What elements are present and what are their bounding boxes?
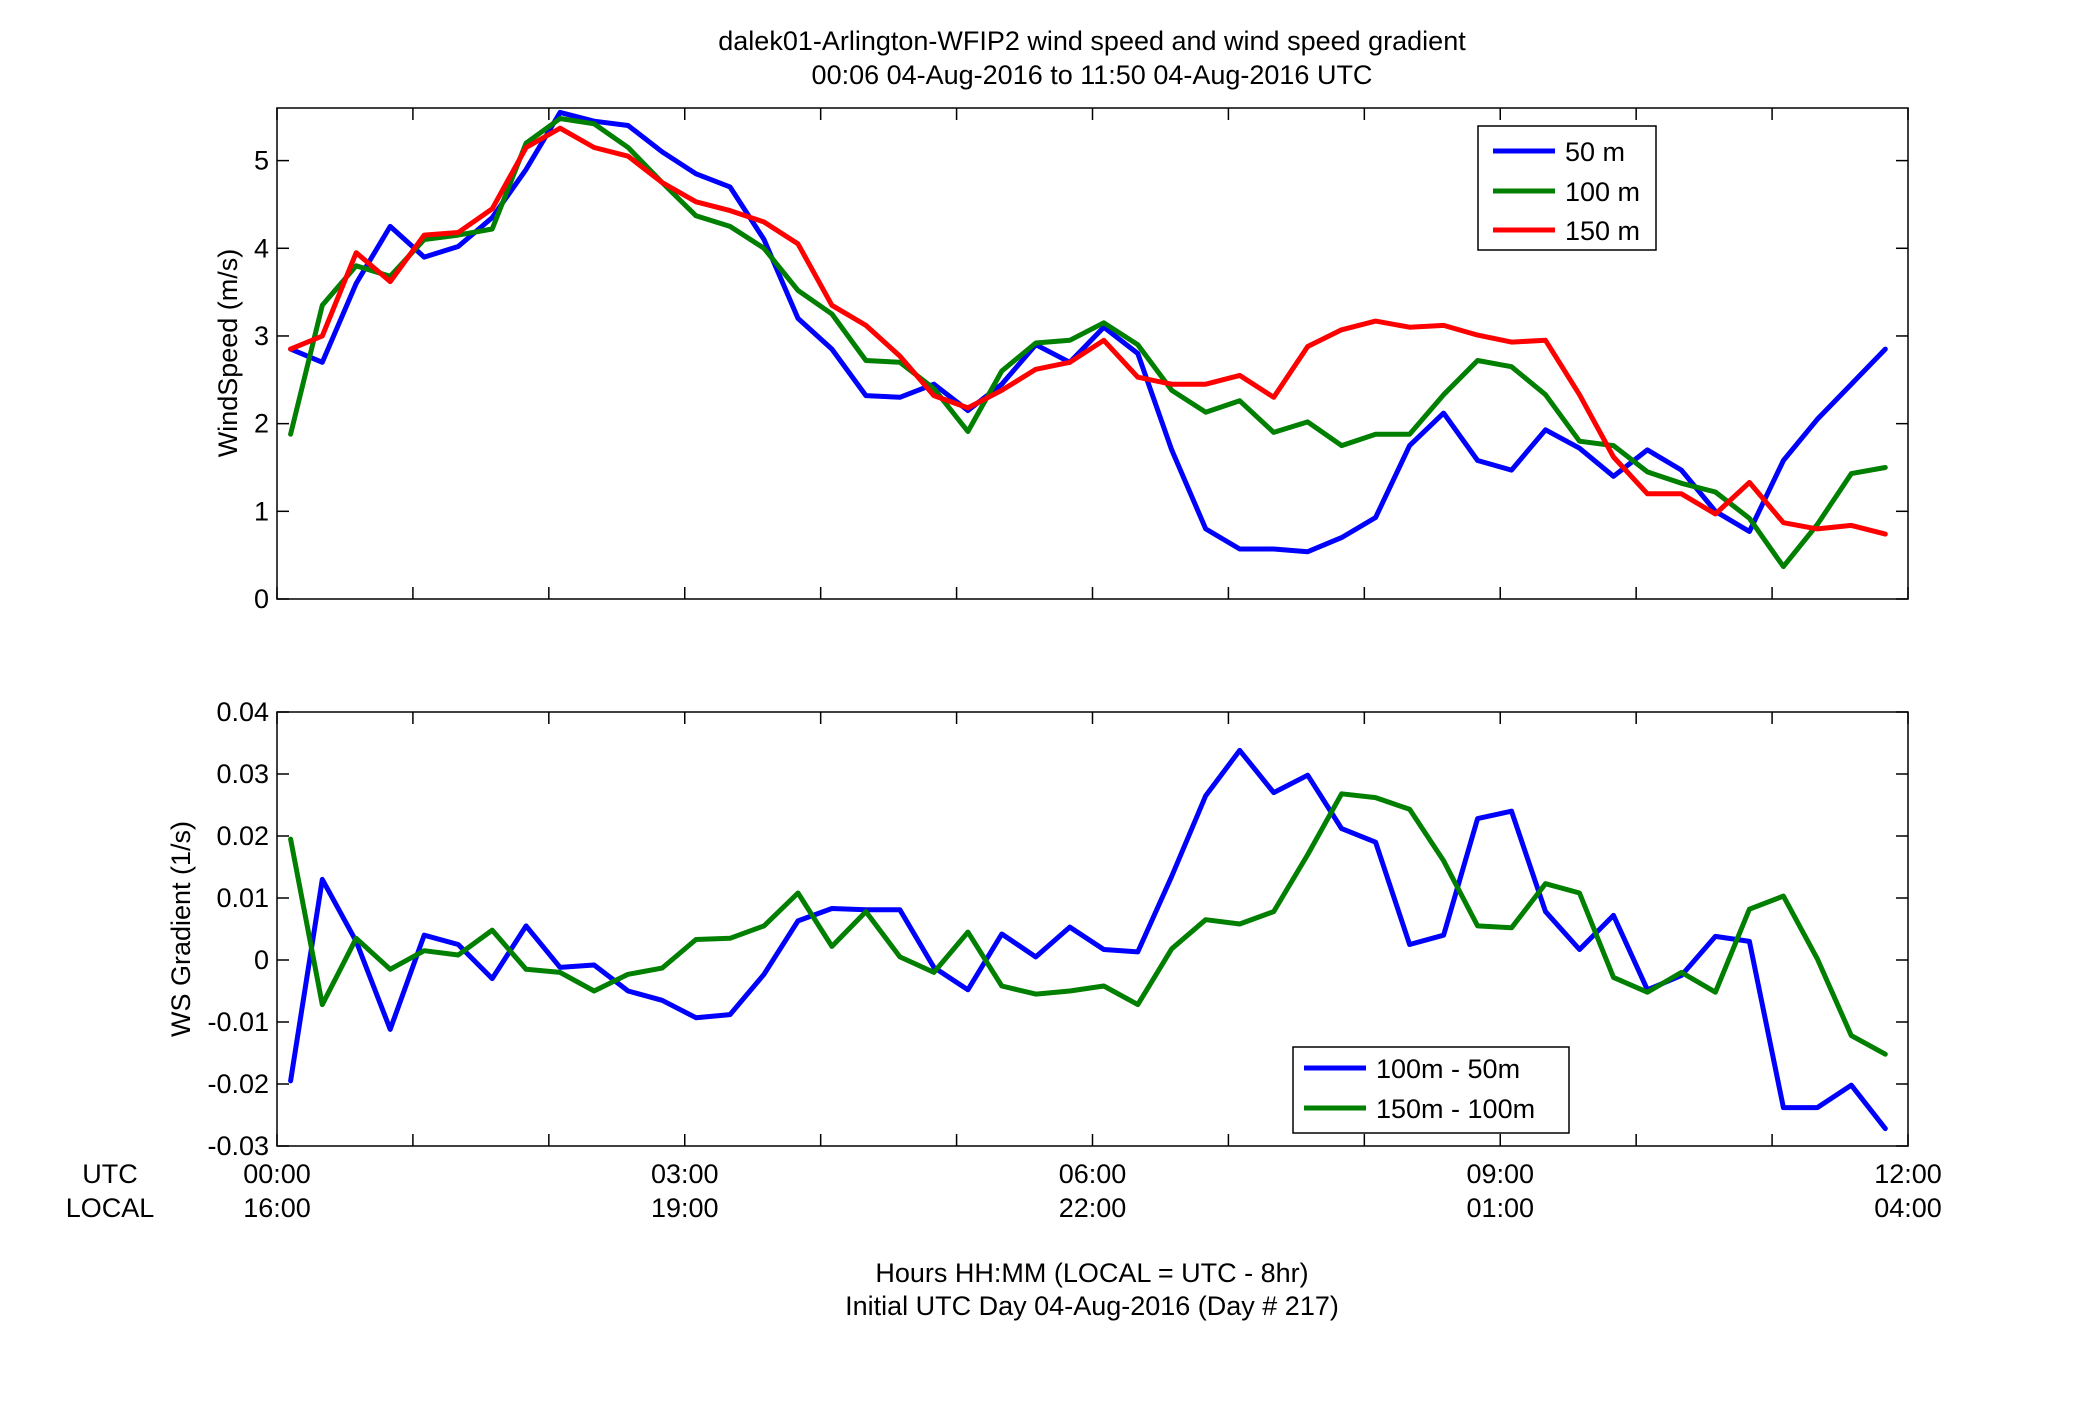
windspeed-x-ticks [276,108,1909,599]
utc-tick-label: 12:00 [1874,1159,1942,1189]
chart-title-line1: dalek01-Arlington-WFIP2 wind speed and w… [718,26,1466,56]
local-row-label: LOCAL [66,1193,155,1223]
gradient-y-tick-label: 0.03 [216,759,269,789]
windspeed-y-ticks: 0 1 2 3 4 5 [254,146,1908,614]
windspeed-legend: 50 m 100 m 150 m [1477,125,1657,251]
gradient-y-tick-label: -0.03 [207,1131,269,1161]
utc-tick-label: 09:00 [1466,1159,1534,1189]
local-tick-label: 16:00 [243,1193,311,1223]
windspeed-y-tick-label: 2 [254,409,269,439]
gradient-plot-area [276,711,1909,1147]
utc-tick-label: 03:00 [651,1159,719,1189]
legend-label-150m: 150 m [1565,216,1640,246]
gradient-series-line-1 [288,791,1888,1057]
utc-tick-label: 06:00 [1059,1159,1127,1189]
gradient-y-ticks: -0.03 -0.02 -0.01 0 0.01 0.02 0.03 0.04 [207,697,1908,1161]
gradient-y-tick-label: 0 [254,945,269,975]
x-axis-label-line2: Initial UTC Day 04-Aug-2016 (Day # 217) [845,1291,1339,1321]
gradient-y-tick-label: 0.02 [216,821,269,851]
windspeed-y-tick-label: 4 [254,233,269,263]
windspeed-panel: 0 1 2 3 4 5 WindSpeed (m/s) 50 m 100 m 150 m [213,107,1909,614]
windspeed-y-tick-label: 1 [254,496,269,526]
windspeed-y-tick-label: 0 [254,584,269,614]
local-tick-label: 19:00 [651,1193,719,1223]
gradient-panel: -0.03 -0.02 -0.01 0 0.01 0.02 0.03 0.04 WS Grad… [166,697,1909,1161]
windspeed-y-axis-label: WindSpeed (m/s) [213,249,243,458]
gradient-series-line-0 [288,747,1888,1132]
gradient-series-lines [288,747,1888,1132]
utc-tick-label: 00:00 [243,1159,311,1189]
chart-title-line2: 00:06 04-Aug-2016 to 11:50 04-Aug-2016 U… [812,60,1373,90]
gradient-legend: 100m - 50m 150m - 100m [1292,1046,1570,1134]
legend-label-50m: 50 m [1565,137,1625,167]
windspeed-y-tick-label: 3 [254,321,269,351]
gradient-y-tick-label: -0.01 [207,1007,269,1037]
windspeed-y-tick-label: 5 [254,146,269,176]
utc-row-label: UTC [82,1159,138,1189]
gradient-y-tick-label: 0.01 [216,883,269,913]
x-axis-label-line1: Hours HH:MM (LOCAL = UTC - 8hr) [875,1258,1308,1288]
gradient-y-tick-label: -0.02 [207,1069,269,1099]
local-tick-label: 22:00 [1059,1193,1127,1223]
gradient-y-axis-label: WS Gradient (1/s) [166,821,196,1037]
legend-label-100m-50m: 100m - 50m [1376,1054,1520,1084]
gradient-legend-box [1292,1046,1570,1134]
legend-label-100m: 100 m [1565,177,1640,207]
local-tick-label: 04:00 [1874,1193,1942,1223]
gradient-y-tick-label: 0.04 [216,697,269,727]
windspeed-series-line-1 [288,116,1888,570]
utc-tick-labels: 00:00 03:00 06:00 09:00 12:00 [243,1159,1942,1189]
legend-label-150m-100m: 150m - 100m [1376,1094,1535,1124]
windspeed-series-line-2 [288,125,1888,537]
local-tick-label: 01:00 [1466,1193,1534,1223]
local-tick-labels: 16:00 19:00 22:00 01:00 04:00 [243,1193,1942,1223]
windspeed-plot-area [276,107,1909,600]
gradient-x-ticks [276,712,1909,1146]
windspeed-series-lines [288,109,1888,570]
